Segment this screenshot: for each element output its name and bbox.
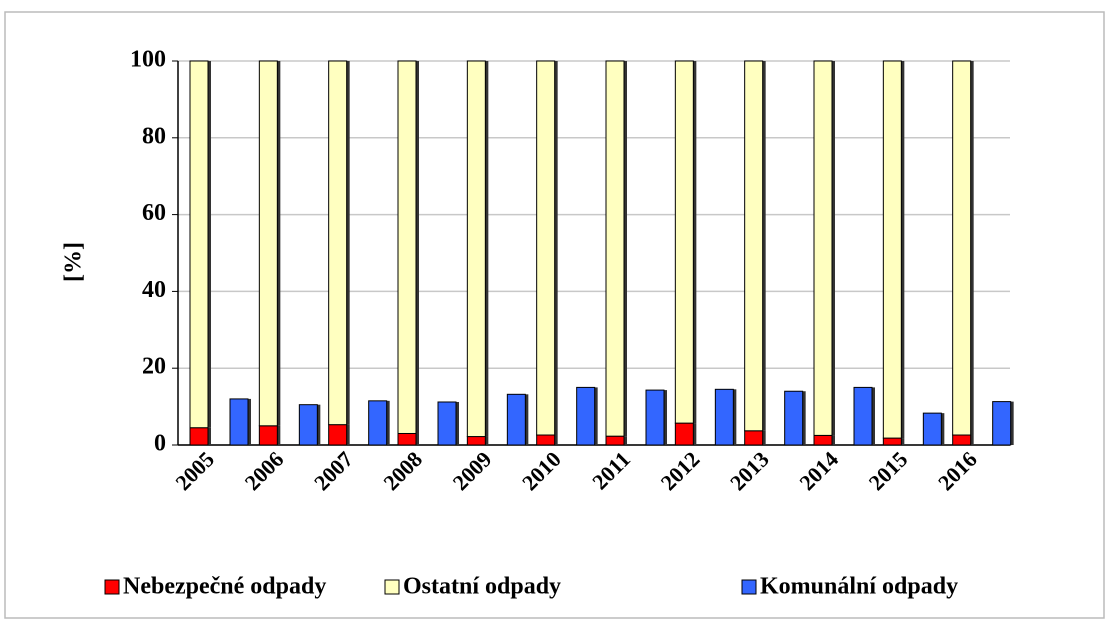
bar <box>744 60 764 432</box>
bar <box>328 60 348 426</box>
legend-label: Komunální odpady <box>760 574 958 600</box>
bar <box>952 434 972 446</box>
y-tick-label: 80 <box>142 123 166 149</box>
bar <box>645 389 665 446</box>
bar <box>674 60 694 424</box>
bar <box>536 60 556 436</box>
bar <box>258 425 278 446</box>
y-axis-label: [%] <box>61 242 87 282</box>
bar <box>744 430 764 446</box>
bar <box>674 422 694 446</box>
bar <box>813 60 833 436</box>
legend-swatch <box>104 579 120 595</box>
bar <box>258 60 278 427</box>
y-tick-label: 20 <box>142 354 166 380</box>
bar <box>298 404 318 446</box>
bar <box>328 424 348 446</box>
legend-label: Ostatní odpady <box>403 574 561 600</box>
bar <box>882 60 902 439</box>
bar <box>813 434 833 446</box>
bar <box>576 386 596 446</box>
bar <box>397 60 417 434</box>
bar <box>784 390 804 446</box>
bar <box>714 388 734 446</box>
bar <box>992 401 1012 446</box>
y-tick-label: 40 <box>142 277 166 303</box>
legend-swatch <box>384 579 400 595</box>
bar <box>605 60 625 437</box>
bar <box>229 398 249 446</box>
bar <box>853 386 873 446</box>
y-tick-label: 60 <box>142 200 166 226</box>
bar <box>466 436 486 446</box>
bar <box>466 60 486 438</box>
bar <box>922 412 942 446</box>
bar <box>189 427 209 446</box>
y-tick-label: 100 <box>130 47 166 73</box>
bar <box>368 400 388 446</box>
bar <box>189 60 209 429</box>
bar <box>952 60 972 436</box>
bar <box>882 437 902 446</box>
legend-swatch <box>741 579 757 595</box>
bar <box>397 432 417 446</box>
y-tick-label: 0 <box>154 431 166 457</box>
bar <box>506 393 526 446</box>
legend-label: Nebezpečné odpady <box>123 574 326 600</box>
bar <box>437 401 457 446</box>
bar <box>536 434 556 446</box>
bar <box>605 435 625 446</box>
